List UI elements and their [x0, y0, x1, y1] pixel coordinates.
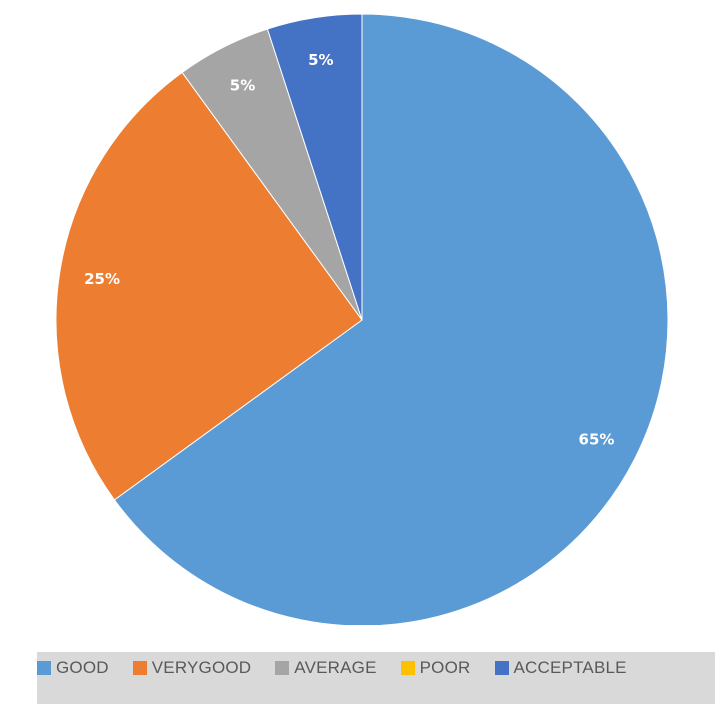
pie-slice-acceptable: [266, 13, 363, 321]
pie-chart: 65% 25% 5% 5%: [55, 13, 669, 625]
legend-label: VERYGOOD: [151, 658, 252, 677]
data-label-average: 5%: [230, 77, 255, 95]
chart-legend: GOOD VERYGOOD AVERAGE POOR ACCEPTABLE: [37, 652, 715, 704]
pie-slice-verygood: [55, 71, 363, 501]
legend-item-poor: POOR: [400, 658, 471, 678]
legend-swatch: [494, 661, 509, 675]
legend-label: POOR: [419, 658, 471, 677]
legend-item-verygood: VERYGOOD: [132, 658, 252, 678]
data-label-verygood: 25%: [84, 270, 120, 288]
legend-label: ACCEPTABLE: [513, 658, 627, 677]
legend-label: GOOD: [56, 658, 109, 677]
data-label-good: 65%: [579, 430, 615, 448]
data-label-acceptable: 5%: [308, 51, 333, 69]
legend-item-average: AVERAGE: [275, 658, 376, 678]
legend-swatch: [132, 661, 147, 675]
legend-swatch: [400, 661, 415, 675]
legend-item-acceptable: ACCEPTABLE: [494, 658, 627, 678]
legend-item-good: GOOD: [37, 658, 109, 678]
pie-data-labels: 65% 25% 5% 5%: [84, 51, 614, 448]
legend-swatch: [37, 661, 51, 675]
legend-swatch: [275, 661, 290, 675]
pie-slices: [55, 13, 669, 625]
pie-slice-good: [113, 13, 669, 625]
legend-label: AVERAGE: [294, 658, 377, 677]
